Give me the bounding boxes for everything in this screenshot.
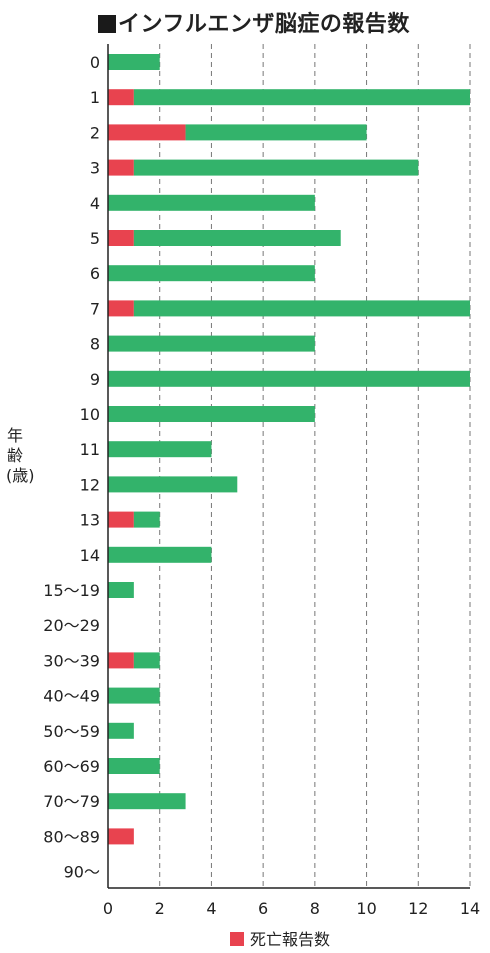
category-label: 4 — [90, 194, 100, 213]
category-label: 11 — [80, 440, 100, 459]
bar-total-4 — [108, 194, 315, 211]
bar-total-0 — [108, 54, 160, 70]
category-label: 60〜69 — [43, 757, 100, 776]
x-tick-label: 6 — [258, 899, 268, 918]
category-label: 0 — [90, 53, 100, 72]
chart-title: インフルエンザ脳症の報告数 — [98, 6, 410, 38]
bar-total-12 — [108, 476, 238, 493]
legend: 死亡報告数 — [230, 926, 330, 950]
bar-total-7 — [133, 300, 470, 317]
bar-total-1 — [133, 89, 470, 106]
bar-total-10 — [108, 406, 315, 422]
bar-death-17 — [108, 652, 134, 669]
bar-total-5 — [133, 230, 341, 246]
bar-total-13 — [133, 511, 160, 528]
bar-total-15 — [108, 582, 134, 598]
bar-total-14 — [108, 546, 212, 563]
bar-death-2 — [108, 124, 186, 141]
bar-total-6 — [108, 265, 315, 282]
category-label: 7 — [90, 299, 100, 318]
category-label: 50〜59 — [43, 722, 100, 741]
bar-total-17 — [133, 652, 160, 669]
bar-death-1 — [108, 89, 134, 106]
bar-total-18 — [108, 687, 160, 704]
bar-total-3 — [133, 159, 419, 176]
bar-total-2 — [185, 124, 367, 141]
bar-death-5 — [108, 230, 134, 246]
category-label: 10 — [80, 405, 100, 424]
category-label: 2 — [90, 123, 100, 142]
category-label: 90〜 — [64, 863, 100, 882]
chart-title-text: インフルエンザ脳症の報告数 — [118, 12, 410, 37]
category-label: 8 — [90, 335, 100, 354]
bar-total-11 — [108, 441, 212, 458]
category-label: 9 — [90, 370, 100, 389]
bar-death-7 — [108, 300, 134, 317]
category-label: 14 — [80, 546, 100, 565]
bar-total-19 — [108, 722, 134, 739]
x-tick-label: 14 — [460, 899, 480, 918]
bar-death-13 — [108, 511, 134, 528]
category-label: 3 — [90, 159, 100, 178]
bar-death-22 — [108, 828, 134, 845]
bar-total-20 — [108, 758, 160, 774]
category-label: 40〜49 — [43, 687, 100, 706]
category-label: 70〜79 — [43, 792, 100, 811]
category-label: 80〜89 — [43, 827, 100, 846]
x-tick-label: 8 — [310, 899, 320, 918]
x-tick-label: 4 — [206, 899, 216, 918]
category-label: 12 — [80, 475, 100, 494]
legend-label-death: 死亡報告数 — [250, 930, 331, 949]
x-tick-label: 12 — [408, 899, 428, 918]
legend-swatch-death — [230, 932, 244, 946]
category-label: 6 — [90, 264, 100, 283]
x-tick-label: 2 — [155, 899, 165, 918]
bar-total-21 — [108, 793, 186, 810]
category-label: 13 — [80, 511, 100, 530]
bar-total-8 — [108, 335, 315, 352]
category-label: 15〜19 — [43, 581, 100, 600]
bar-death-3 — [108, 159, 134, 176]
bar-total-9 — [108, 370, 470, 387]
category-label: 5 — [90, 229, 100, 248]
category-label: 30〜39 — [43, 651, 100, 670]
category-label: 1 — [90, 88, 100, 107]
square-marker-icon — [98, 15, 116, 33]
category-label: 20〜29 — [43, 616, 100, 635]
x-tick-label: 0 — [103, 899, 113, 918]
x-tick-label: 10 — [356, 899, 376, 918]
